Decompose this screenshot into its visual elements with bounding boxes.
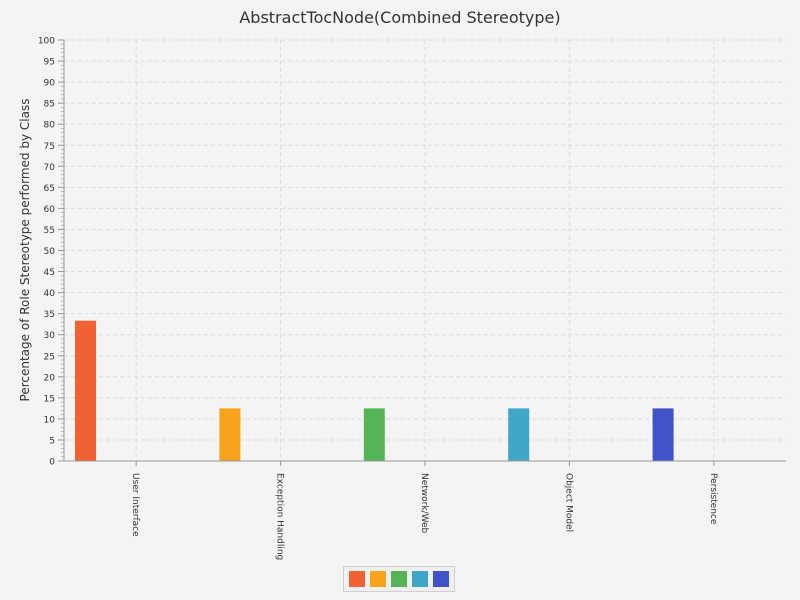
x-axis: User Interface Exception Handling Network/… bbox=[64, 460, 786, 560]
legend bbox=[343, 566, 455, 592]
y-tick-label: 20 bbox=[44, 373, 56, 383]
y-axis: 0 5 10 15 20 25 30 35 40 45 50 55 60 65 70 75 80 85 90 95 10… bbox=[38, 37, 65, 468]
legend-swatch bbox=[433, 571, 449, 587]
bar bbox=[363, 408, 385, 461]
y-tick-label: 35 bbox=[44, 310, 55, 320]
y-tick-label: 60 bbox=[44, 205, 56, 215]
y-tick-label: 5 bbox=[49, 436, 55, 446]
y-tick-label: 25 bbox=[44, 352, 55, 362]
grid-lines bbox=[64, 39, 786, 461]
bar bbox=[508, 408, 530, 461]
x-tick-label: Object Model bbox=[563, 473, 573, 532]
legend-swatch bbox=[370, 571, 386, 587]
x-tick-label: Network/Web bbox=[419, 473, 429, 534]
y-tick-label: 80 bbox=[44, 121, 56, 131]
chart-title: AbstractTocNode(Combined Stereotype) bbox=[239, 8, 561, 27]
y-tick-label: 95 bbox=[44, 58, 55, 68]
x-tick-label: Exception Handling bbox=[275, 473, 285, 560]
bar bbox=[652, 408, 674, 461]
x-tick-label: User Interface bbox=[130, 473, 140, 537]
y-tick-label: 10 bbox=[44, 415, 56, 425]
y-tick-label: 45 bbox=[44, 268, 55, 278]
legend-swatch bbox=[412, 571, 428, 587]
y-tick-label: 70 bbox=[44, 163, 56, 173]
y-tick-label: 50 bbox=[44, 247, 56, 257]
y-tick-label: 90 bbox=[44, 79, 56, 89]
x-tick-label: Persistence bbox=[708, 473, 718, 525]
y-tick-label: 100 bbox=[38, 37, 55, 47]
y-tick-label: 55 bbox=[44, 226, 55, 236]
y-tick-label: 15 bbox=[44, 394, 55, 404]
y-tick-label: 85 bbox=[44, 100, 55, 110]
y-tick-label: 75 bbox=[44, 142, 55, 152]
bar bbox=[219, 408, 241, 461]
y-tick-label: 65 bbox=[44, 184, 55, 194]
y-tick-label: 40 bbox=[44, 289, 56, 299]
y-tick-label: 0 bbox=[49, 458, 55, 468]
legend-swatch bbox=[349, 571, 365, 587]
y-axis-label: Percentage of Role Stereotype performed … bbox=[18, 99, 32, 402]
bar bbox=[75, 320, 96, 461]
bars bbox=[75, 320, 674, 461]
legend-swatch bbox=[391, 571, 407, 587]
y-tick-label: 30 bbox=[44, 331, 56, 341]
